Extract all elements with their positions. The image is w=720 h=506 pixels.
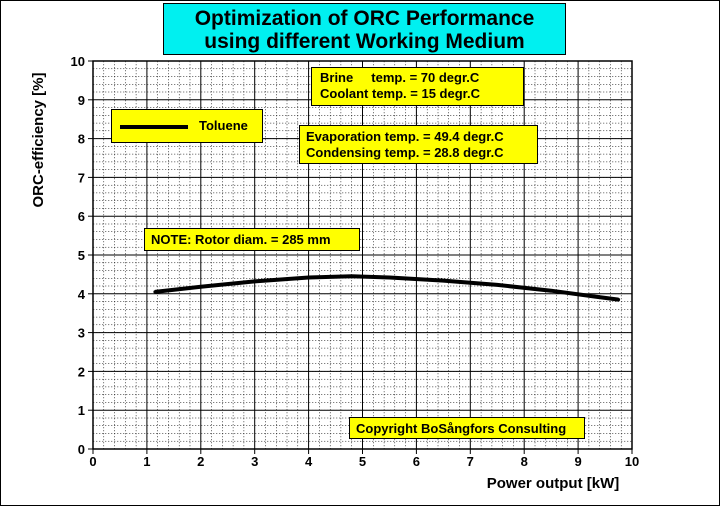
series-point bbox=[549, 289, 553, 293]
temperature-note: Brine temp. = 70 degr.C Coolant temp. = … bbox=[311, 67, 524, 106]
series-point bbox=[350, 274, 354, 278]
series-point bbox=[153, 290, 157, 294]
series-point bbox=[592, 294, 596, 299]
coolant-temp-text: Coolant temp. = 15 degr.C bbox=[320, 86, 481, 101]
y-tick-label: 5 bbox=[78, 248, 85, 263]
title-line-1: Optimization of ORC Performance bbox=[194, 7, 535, 30]
brine-temp-text: Brine temp. = 70 degr.C bbox=[320, 70, 480, 85]
x-tick-label: 5 bbox=[359, 454, 366, 469]
evaporation-temp-text: Evaporation temp. = 49.4 degr.C bbox=[306, 129, 504, 144]
copyright-text: Copyright BoSångfors Consulting bbox=[356, 421, 567, 436]
title-line-2: using different Working Medium bbox=[204, 30, 525, 53]
y-tick-label: 7 bbox=[78, 170, 85, 185]
evaporation-condensing-note: Evaporation temp. = 49.4 degr.C Condensi… bbox=[299, 125, 538, 164]
series-layer bbox=[153, 274, 621, 302]
y-tick-label: 9 bbox=[78, 93, 85, 108]
legend: Toluene bbox=[111, 109, 263, 143]
x-tick-label: 3 bbox=[251, 454, 258, 469]
series-point bbox=[199, 285, 203, 289]
x-tick-label: 8 bbox=[521, 454, 528, 469]
y-axis-ticks: 0 1 2 3 4 5 6 7 8 9 10 bbox=[71, 54, 93, 457]
series-point bbox=[307, 275, 311, 280]
x-tick-label: 1 bbox=[143, 454, 150, 469]
copyright-note: Copyright BoSångfors Consulting bbox=[349, 417, 585, 439]
y-tick-label: 2 bbox=[78, 364, 85, 379]
series-point bbox=[387, 275, 392, 280]
legend-label-toluene: Toluene bbox=[199, 118, 248, 133]
series-point bbox=[441, 279, 445, 283]
series-line-toluene bbox=[154, 274, 619, 302]
y-tick-label: 6 bbox=[78, 209, 85, 224]
y-tick-label: 10 bbox=[71, 54, 85, 69]
series-point bbox=[495, 283, 499, 287]
x-tick-label: 10 bbox=[625, 454, 639, 469]
rotor-diameter-text: NOTE: Rotor diam. = 285 mm bbox=[151, 232, 331, 247]
series-point bbox=[616, 298, 621, 302]
y-tick-label: 3 bbox=[78, 326, 85, 341]
y-axis-label: ORC-efficiency [%] bbox=[30, 72, 47, 207]
x-tick-label: 4 bbox=[305, 454, 313, 469]
x-tick-label: 0 bbox=[89, 454, 96, 469]
x-axis-ticks: 0 1 2 3 4 5 6 7 8 9 10 bbox=[89, 449, 639, 469]
x-tick-label: 9 bbox=[574, 454, 581, 469]
condensing-temp-text: Condensing temp. = 28.8 degr.C bbox=[306, 145, 504, 160]
x-axis-label: Power output [kW] bbox=[487, 475, 619, 492]
rotor-note: NOTE: Rotor diam. = 285 mm bbox=[144, 228, 360, 251]
series-point bbox=[253, 279, 257, 283]
chart-title: Optimization of ORC Performance using di… bbox=[163, 3, 566, 55]
legend-line-swatch bbox=[120, 125, 188, 129]
x-tick-label: 7 bbox=[467, 454, 474, 469]
y-tick-label: 1 bbox=[78, 403, 85, 418]
y-tick-label: 4 bbox=[78, 287, 86, 302]
x-tick-label: 2 bbox=[197, 454, 204, 469]
x-tick-label: 6 bbox=[413, 454, 420, 469]
y-tick-label: 8 bbox=[78, 132, 85, 147]
y-tick-label: 0 bbox=[78, 442, 85, 457]
